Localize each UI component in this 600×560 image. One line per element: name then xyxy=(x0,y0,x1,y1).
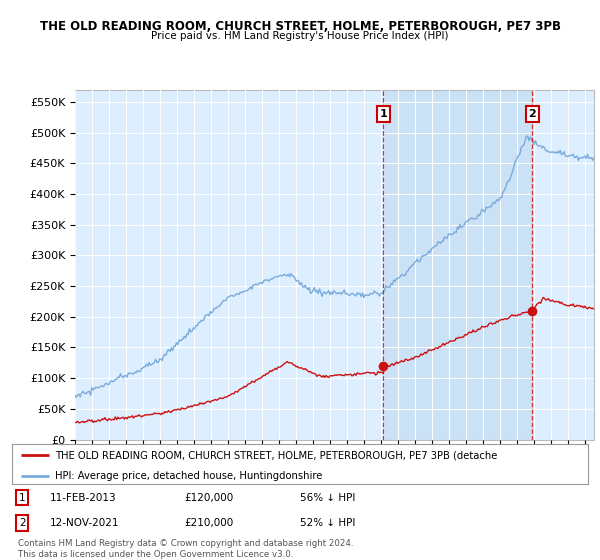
Text: 12-NOV-2021: 12-NOV-2021 xyxy=(49,518,119,528)
Text: 1: 1 xyxy=(379,109,387,119)
Text: 2: 2 xyxy=(19,518,26,528)
Text: 52% ↓ HPI: 52% ↓ HPI xyxy=(300,518,355,528)
Text: HPI: Average price, detached house, Huntingdonshire: HPI: Average price, detached house, Hunt… xyxy=(55,470,323,480)
Text: 1: 1 xyxy=(19,493,26,503)
Text: 2: 2 xyxy=(529,109,536,119)
Text: THE OLD READING ROOM, CHURCH STREET, HOLME, PETERBOROUGH, PE7 3PB (detache: THE OLD READING ROOM, CHURCH STREET, HOL… xyxy=(55,450,497,460)
Text: THE OLD READING ROOM, CHURCH STREET, HOLME, PETERBOROUGH, PE7 3PB: THE OLD READING ROOM, CHURCH STREET, HOL… xyxy=(40,20,560,32)
Text: Contains HM Land Registry data © Crown copyright and database right 2024.
This d: Contains HM Land Registry data © Crown c… xyxy=(18,539,353,559)
Text: 11-FEB-2013: 11-FEB-2013 xyxy=(49,493,116,503)
Text: £120,000: £120,000 xyxy=(185,493,234,503)
Text: 56% ↓ HPI: 56% ↓ HPI xyxy=(300,493,355,503)
Text: £210,000: £210,000 xyxy=(185,518,234,528)
Text: Price paid vs. HM Land Registry's House Price Index (HPI): Price paid vs. HM Land Registry's House … xyxy=(151,31,449,41)
